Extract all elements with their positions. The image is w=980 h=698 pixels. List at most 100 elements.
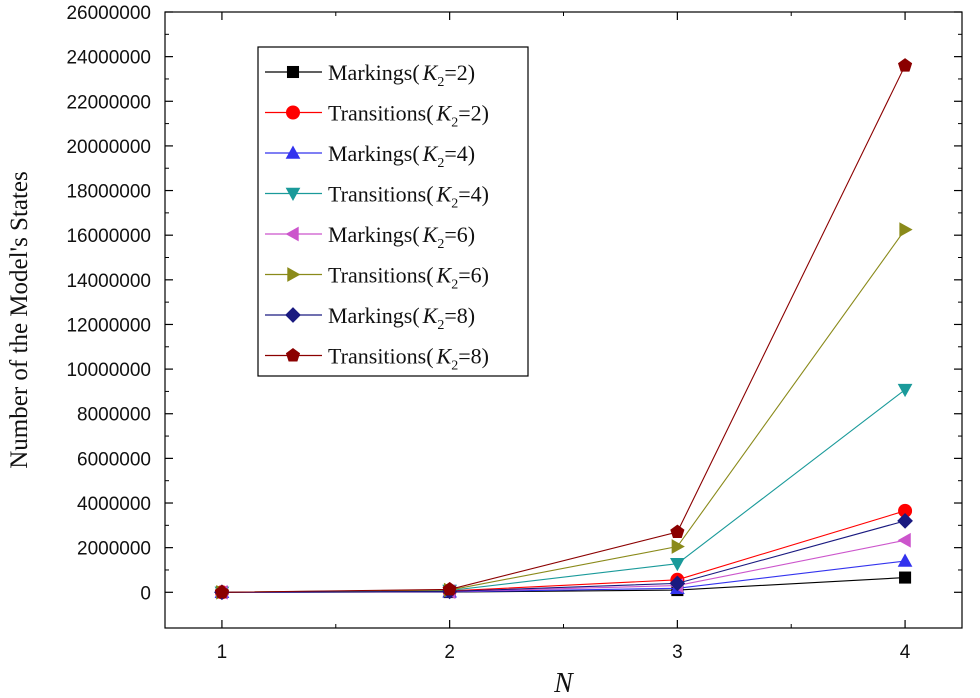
legend-item: Transitions(K2=2) (265, 101, 489, 131)
legend-marker (285, 307, 301, 323)
legend-marker (287, 267, 301, 282)
legend-label: Transitions(K2=8) (328, 344, 489, 374)
legend-label: Markings(K2=8) (328, 303, 475, 333)
y-tick-label: 12000000 (66, 315, 151, 336)
legend-suffix: =6) (444, 222, 475, 247)
legend-item: Transitions(K2=6) (265, 263, 489, 293)
legend-subscript: 2 (451, 116, 458, 131)
legend-subscript: 2 (451, 197, 458, 212)
legend-item: Transitions(K2=8) (265, 344, 489, 374)
legend-var: K (422, 60, 439, 85)
legend-label: Transitions(K2=2) (328, 101, 489, 131)
data-point (670, 524, 685, 539)
legend-marker (285, 187, 301, 202)
legend: Markings(K2=2)Transitions(K2=2)Markings(… (257, 46, 529, 377)
data-point (897, 553, 913, 567)
legend-item: Transitions(K2=4) (265, 182, 489, 212)
legend-prefix: Transitions( (328, 263, 434, 288)
legend-suffix: =4) (458, 182, 489, 207)
series-line (221, 65, 906, 593)
legend-prefix: Transitions( (328, 101, 434, 126)
legend-item: Markings(K2=2) (265, 60, 475, 90)
data-point (669, 575, 686, 592)
y-tick-label: 20000000 (66, 137, 151, 158)
legend-marker (285, 226, 299, 242)
y-axis-title: Number of the Model's States (6, 171, 33, 469)
x-tick-label: 4 (900, 642, 911, 663)
legend-item: Markings(K2=8) (265, 303, 475, 333)
y-tick-label: 10000000 (66, 360, 151, 381)
y-tick-label: 0 (140, 583, 151, 604)
legend-subscript: 2 (437, 318, 444, 333)
series-3 (214, 383, 913, 600)
legend-suffix: =6) (458, 263, 489, 288)
series-7 (214, 58, 913, 599)
legend-suffix: =8) (458, 344, 489, 369)
data-point (214, 584, 230, 599)
y-tick-label: 4000000 (77, 494, 151, 515)
legend-label: Markings(K2=4) (328, 141, 475, 171)
legend-suffix: =8) (444, 303, 475, 328)
y-tick-label: 26000000 (66, 3, 151, 24)
legend-prefix: Markings( (328, 141, 420, 166)
legend-prefix: Transitions( (328, 344, 434, 369)
series-line (221, 389, 906, 593)
legend-var: K (436, 263, 453, 288)
x-tick-label: 3 (672, 642, 683, 663)
y-tick-label: 14000000 (66, 271, 151, 292)
data-point (897, 513, 913, 529)
legend-prefix: Markings( (328, 303, 420, 328)
legend-prefix: Markings( (328, 60, 420, 85)
y-tick-label: 6000000 (77, 449, 151, 470)
y-tick-label: 8000000 (77, 405, 151, 426)
legend-var: K (422, 141, 439, 166)
legend-prefix: Markings( (328, 222, 420, 247)
series-1 (214, 503, 913, 600)
y-tick-label: 22000000 (66, 92, 151, 113)
series-layer (214, 58, 913, 601)
data-point (899, 222, 913, 237)
legend-suffix: =2) (458, 101, 489, 126)
legend-marker (286, 105, 300, 120)
y-tick-label: 18000000 (66, 182, 151, 203)
legend-label: Markings(K2=6) (328, 222, 475, 252)
legend-var: K (422, 303, 439, 328)
legend-marker (285, 145, 301, 159)
data-point (442, 581, 457, 596)
legend-subscript: 2 (437, 156, 444, 171)
y-tick-label: 24000000 (66, 48, 151, 69)
legend-suffix: =4) (444, 141, 475, 166)
x-tick-label: 2 (444, 642, 455, 663)
data-point (671, 539, 685, 554)
legend-var: K (422, 222, 439, 247)
legend-item: Markings(K2=6) (265, 222, 475, 252)
legend-label: Transitions(K2=4) (328, 182, 489, 212)
x-tick-label: 1 (217, 642, 228, 663)
data-point (899, 571, 912, 584)
legend-label: Transitions(K2=6) (328, 263, 489, 293)
legend-marker (286, 65, 300, 79)
legend-label: Markings(K2=2) (328, 60, 475, 90)
legend-var: K (436, 101, 453, 126)
x-axis-title: N (553, 668, 574, 698)
series-6 (214, 513, 913, 601)
legend-marker (285, 348, 301, 362)
legend-subscript: 2 (451, 359, 458, 374)
series-line (221, 539, 906, 593)
data-point (670, 558, 685, 572)
legend-subscript: 2 (437, 237, 444, 252)
series-line (221, 510, 906, 593)
legend-box (257, 46, 529, 377)
x-axis: 1 2 3 4 (217, 12, 911, 663)
data-point (897, 532, 911, 548)
legend-subscript: 2 (451, 278, 458, 293)
legend-subscript: 2 (437, 75, 444, 90)
y-tick-label: 2000000 (77, 539, 151, 560)
y-axis: 0 2000000 4000000 6000000 8000000 10000000 120… (66, 3, 962, 604)
legend-suffix: =2) (444, 60, 475, 85)
legend-prefix: Transitions( (328, 182, 434, 207)
series-line (221, 520, 906, 593)
data-point (897, 383, 913, 398)
y-tick-label: 16000000 (66, 226, 151, 247)
series-4 (214, 532, 911, 600)
